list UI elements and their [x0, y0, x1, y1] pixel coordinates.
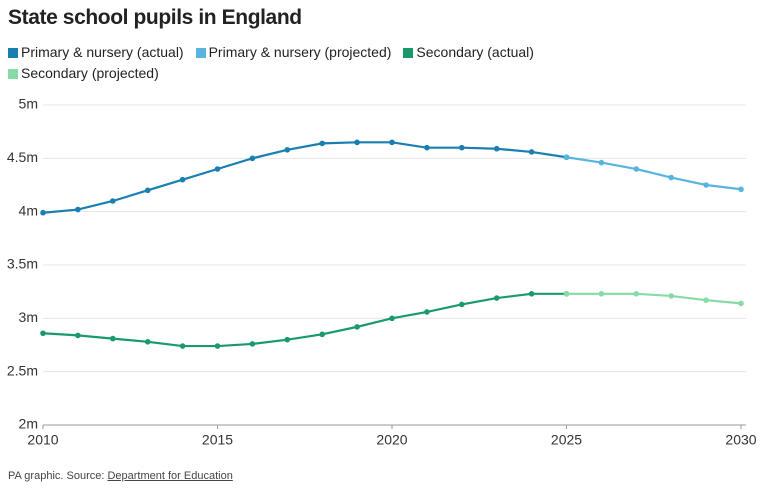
x-tick-label: 2010 [27, 432, 58, 448]
point [563, 154, 570, 161]
point [633, 291, 640, 297]
legend-item: Primary & nursery (projected) [195, 42, 392, 63]
point [354, 324, 360, 330]
series-line [566, 156, 742, 191]
point [75, 206, 81, 213]
y-tick-label: 4.5m [7, 149, 38, 165]
chart-title: State school pupils in England [8, 6, 302, 29]
footer: PA graphic. Source: Department for Educa… [8, 470, 233, 482]
y-tick-label: 3.5m [7, 256, 38, 272]
point [75, 332, 81, 339]
point [528, 149, 535, 155]
y-tick-label: 3m [19, 309, 38, 325]
point [214, 343, 221, 349]
legend-swatch [195, 48, 206, 58]
point [354, 139, 360, 146]
x-tick-label: 2030 [725, 432, 756, 448]
x-tick-label: 2025 [551, 432, 582, 448]
point [424, 309, 430, 315]
legend-swatch [403, 48, 414, 58]
y-tick-label: 5m [19, 96, 38, 112]
legend-item: Secondary (actual) [403, 42, 534, 63]
point [179, 176, 186, 183]
point [110, 335, 116, 342]
point [598, 159, 605, 166]
point [249, 341, 256, 347]
point [319, 331, 326, 338]
legend: Primary & nursery (actual) Primary & nurs… [8, 42, 608, 84]
point [319, 140, 326, 147]
point [493, 295, 500, 301]
point [703, 182, 709, 188]
point [214, 166, 221, 172]
legend-label: Primary & nursery (actual) [21, 44, 184, 60]
source-prefix: PA graphic. Source: [8, 470, 105, 482]
point [284, 336, 291, 343]
series-line [42, 141, 567, 214]
legend-item: Secondary (projected) [8, 63, 159, 84]
series-line [566, 292, 742, 305]
legend-label: Secondary (actual) [416, 44, 534, 60]
point [668, 293, 674, 299]
point [284, 147, 291, 153]
series-line [42, 292, 567, 348]
legend-label: Primary & nursery (projected) [208, 44, 392, 60]
point [389, 315, 395, 322]
x-tick-label: 2020 [376, 432, 407, 448]
point [389, 139, 395, 146]
point [110, 198, 116, 204]
point [633, 166, 640, 172]
point [144, 339, 151, 345]
y-tick-label: 2m [19, 416, 38, 432]
point [738, 186, 744, 193]
point [40, 209, 46, 216]
point [179, 343, 186, 349]
source-link[interactable]: Department for Education [107, 470, 233, 482]
legend-label: Secondary (projected) [21, 65, 159, 81]
point [459, 144, 465, 151]
x-tick-label: 2015 [202, 432, 233, 448]
point [459, 301, 465, 308]
point [493, 145, 500, 152]
point [668, 174, 674, 181]
legend-swatch [8, 69, 18, 79]
point [598, 291, 605, 297]
point [144, 187, 151, 194]
point [528, 291, 535, 297]
y-tick-label: 2.5m [7, 362, 38, 378]
point [40, 330, 46, 337]
legend-item: Primary & nursery (actual) [8, 42, 184, 63]
point [703, 297, 709, 304]
point [424, 144, 430, 151]
point [738, 300, 744, 307]
legend-swatch [8, 48, 18, 58]
point [249, 155, 256, 162]
y-tick-label: 4m [19, 202, 38, 218]
point [563, 291, 570, 297]
